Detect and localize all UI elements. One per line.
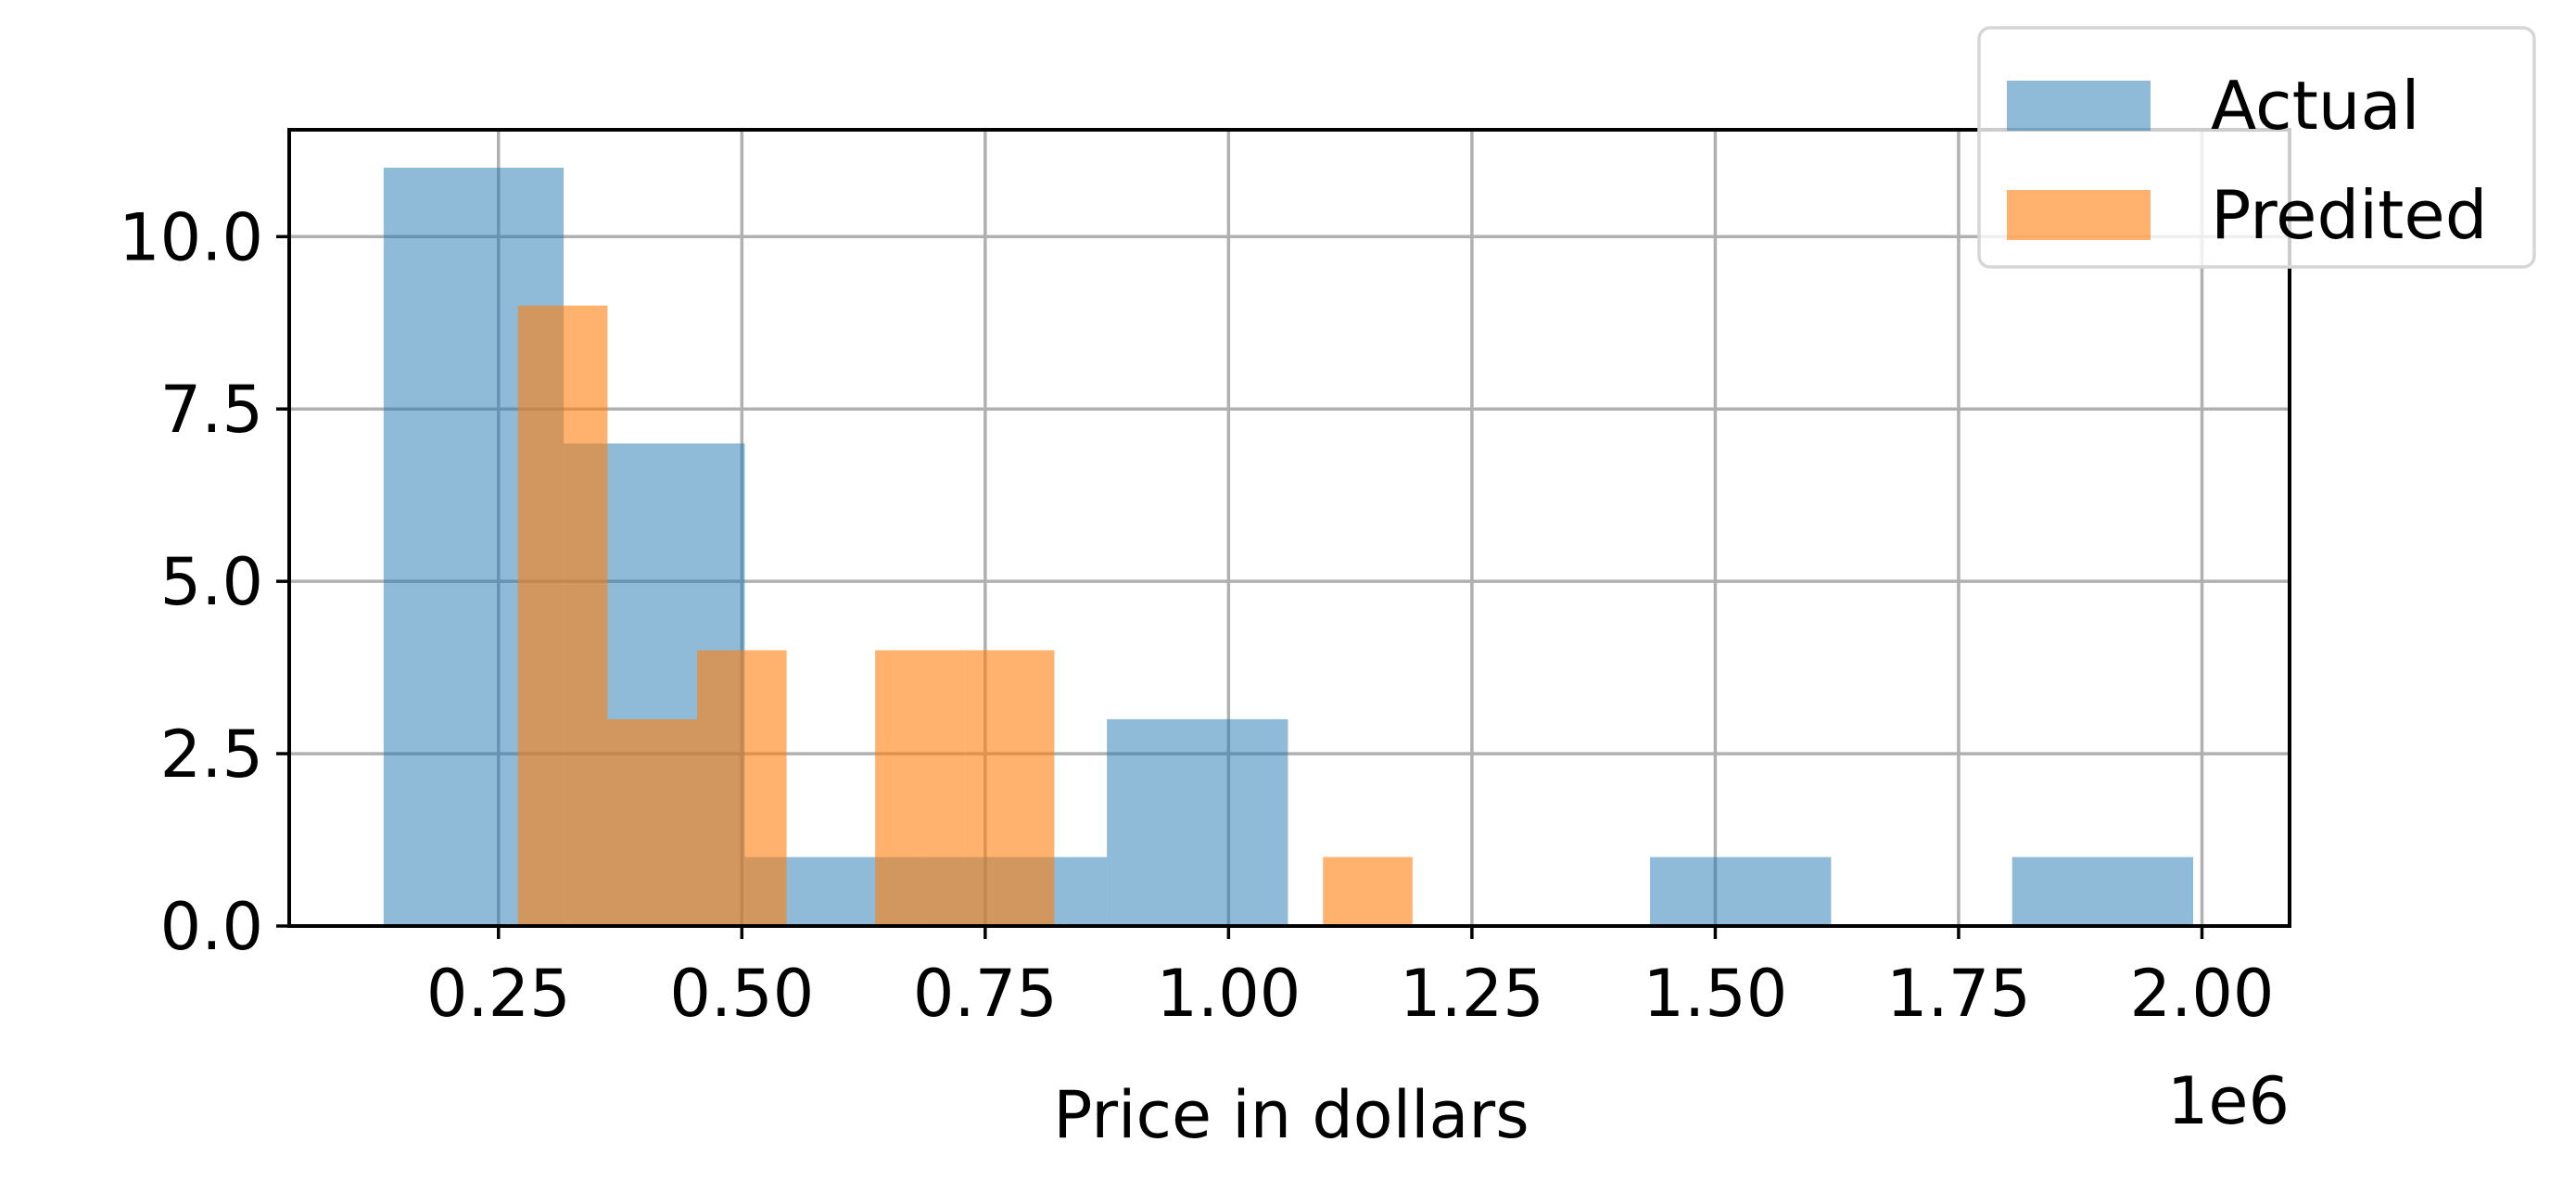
y-tick-label: 2.5 xyxy=(160,717,263,793)
histogram-bar-predited xyxy=(964,650,1055,926)
histogram-bar-predited xyxy=(607,718,698,926)
y-tick-label: 7.5 xyxy=(160,372,263,448)
legend: Actual Predited xyxy=(1977,26,2536,269)
histogram-bar-actual xyxy=(2011,856,2194,926)
histogram-bar-predited xyxy=(875,650,965,926)
y-tick-label: 0.0 xyxy=(160,889,263,965)
histogram-bar-predited xyxy=(1323,856,1413,926)
x-tick-label: 1.00 xyxy=(1156,956,1301,1032)
histogram-bars xyxy=(383,167,2194,927)
axes xyxy=(287,128,2291,928)
histogram-bar-actual xyxy=(1650,856,1832,926)
x-tick-label: 0.25 xyxy=(426,956,571,1032)
histogram-bar-predited xyxy=(517,305,608,926)
x-axis-label: Price in dollars xyxy=(1053,1077,1529,1153)
x-tick-label: 2.00 xyxy=(2130,956,2275,1032)
legend-swatch-actual xyxy=(2007,81,2151,131)
x-axis-offset-label: 1e6 xyxy=(2167,1063,2290,1139)
x-tick-label: 1.75 xyxy=(1886,956,2031,1032)
legend-label-predited: Predited xyxy=(2211,176,2487,254)
tick-labels: 0.25 0.50 0.75 1.00 1.25 1.50 1.75 2.00 0.0 2.5 5.… xyxy=(119,199,2274,1032)
x-tick-label: 1.50 xyxy=(1643,956,1787,1032)
histogram-bar-predited xyxy=(697,650,787,926)
y-tick-label: 10.0 xyxy=(119,199,263,275)
x-tick-label: 0.50 xyxy=(669,956,814,1032)
y-tick-label: 5.0 xyxy=(160,544,263,620)
legend-label-actual: Actual xyxy=(2211,67,2420,145)
histogram-bar-actual xyxy=(1107,718,1288,926)
plot-frame xyxy=(287,128,2291,928)
legend-swatch-predited xyxy=(2007,190,2151,240)
x-tick-label: 1.25 xyxy=(1400,956,1544,1032)
x-tick-label: 0.75 xyxy=(913,956,1058,1032)
